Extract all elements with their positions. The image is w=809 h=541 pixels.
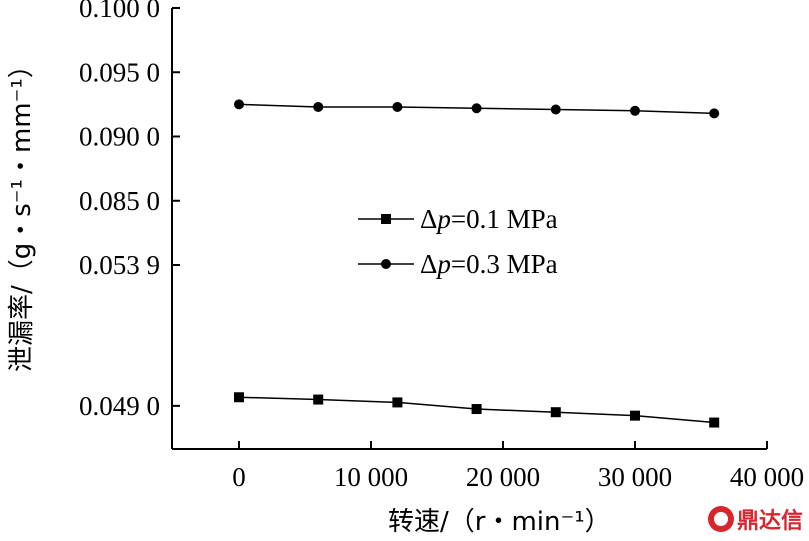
data-point-square [392,397,403,408]
x-tick-label: 40 000 [730,462,804,492]
legend-marker-square [381,214,391,224]
x-tick-label: 10 000 [334,462,408,492]
y-axis-title: 泄漏率/（g・s⁻¹・mm⁻¹） [7,52,37,372]
data-point-square [234,392,244,403]
legend-label-2: Δp=0.3 MPa [420,249,558,279]
y-tick-label: 0.053 9 [79,250,160,280]
legend-delta-1: Δ [420,204,437,234]
watermark-logo-icon [707,506,734,532]
data-point-square [471,404,482,415]
legend-marker-circle [381,259,391,269]
y-tick-label: 0.100 0 [79,0,160,23]
data-point-square [630,410,640,421]
data-point-circle [313,101,324,112]
y-tick-label: 0.085 0 [79,186,160,216]
data-point-circle [550,104,561,115]
y-tick-label: 0.095 0 [79,57,160,87]
x-axis-title: 转速/（r・min⁻¹） [388,507,611,537]
data-point-circle [471,103,482,114]
legend: Δp=0.1 MPa Δp=0.3 MPa [358,204,558,279]
x-ticks: 0 10 000 20 000 30 000 40 000 [232,441,804,492]
watermark: 鼎达信 [707,503,803,535]
series-layer [234,99,720,428]
watermark-text: 鼎达信 [736,509,803,534]
y-ticks: 0.049 0 0.053 9 0.085 0 0.090 0 0.095 0 0.100… [79,0,180,421]
data-point-square [709,417,720,428]
data-point-circle [630,105,640,116]
data-point-circle [392,101,403,112]
legend-p-1: p [435,204,451,234]
x-tick-label: 0 [232,462,246,492]
data-point-square [313,394,324,405]
x-tick-label: 30 000 [598,462,672,492]
y-tick-label: 0.090 0 [79,122,160,152]
data-point-square [550,407,561,418]
axes [171,8,767,450]
legend-rest-1: =0.1 MPa [451,204,558,234]
data-point-circle [234,99,244,110]
data-point-circle [709,108,720,119]
legend-p-2: p [435,249,451,279]
y-tick-label: 0.049 0 [79,391,160,421]
x-tick-label: 20 000 [466,462,540,492]
legend-label-1: Δp=0.1 MPa [420,204,558,234]
legend-rest-2: =0.3 MPa [451,249,558,279]
legend-delta-2: Δ [420,249,437,279]
